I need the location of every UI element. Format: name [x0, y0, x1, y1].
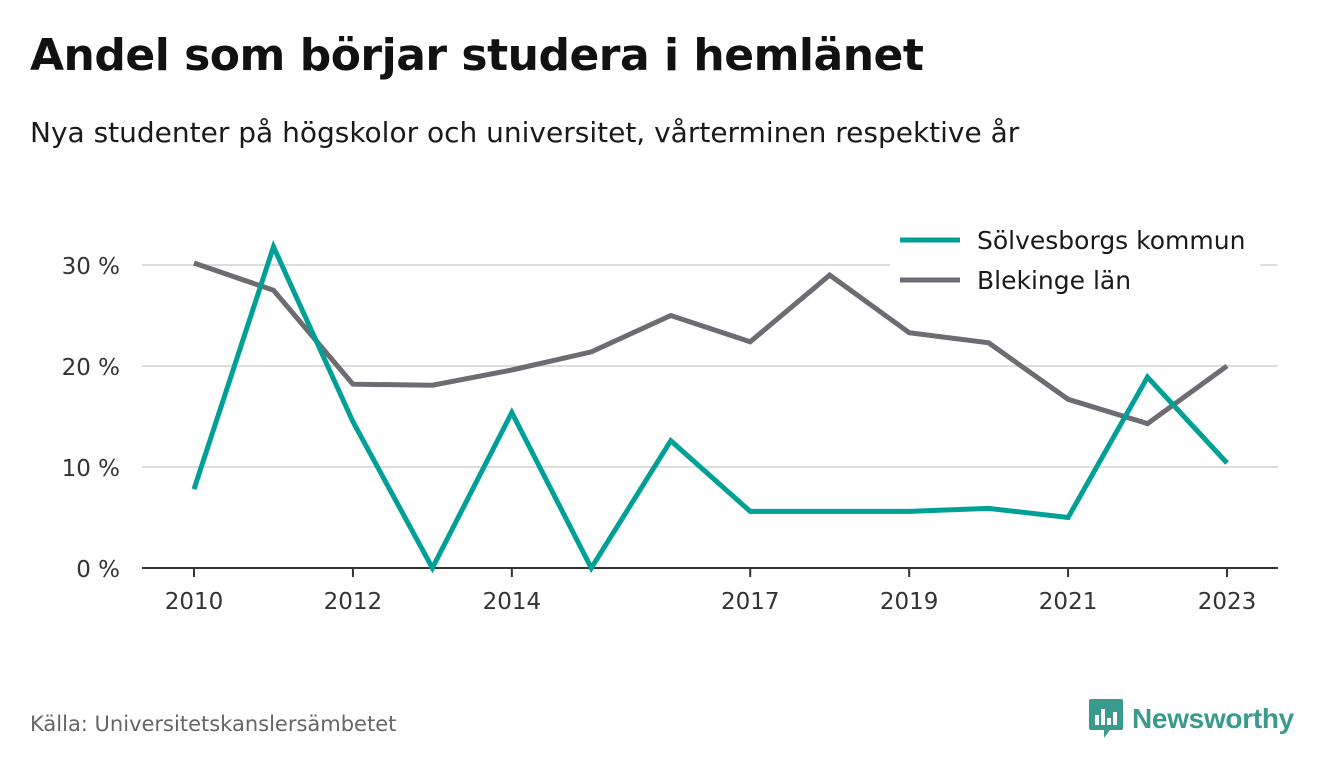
y-tick-label: 20 % — [62, 355, 120, 381]
y-tick-label: 0 % — [76, 557, 120, 583]
series-line-blekinge — [193, 260, 1229, 427]
chart-title: Andel som börjar studera i hemlänet — [30, 30, 924, 81]
x-tick-label: 2014 — [483, 589, 542, 615]
x-tick-label: 2012 — [324, 589, 383, 615]
x-tick-label: 2010 — [165, 589, 224, 615]
newsworthy-logo-icon — [1089, 699, 1123, 738]
x-tick-label: 2017 — [721, 589, 780, 615]
legend-label-solvesborg: Sölvesborgs kommun — [977, 226, 1245, 255]
legend-background — [890, 222, 1260, 302]
brand-name: Newsworthy — [1132, 703, 1294, 734]
axes: 0 % 10 % 20 % 30 % 2010 2012 2014 2017 2019 2021 2… — [62, 254, 1278, 615]
source-note: Källa: Universitetskanslersämbetet — [30, 712, 397, 736]
y-tick-label: 10 % — [62, 456, 120, 482]
x-tick-label: 2021 — [1039, 589, 1098, 615]
x-tick-label: 2019 — [880, 589, 939, 615]
newsworthy-logo: Newsworthy — [1088, 697, 1294, 741]
legend-label-blekinge: Blekinge län — [977, 266, 1131, 295]
series-line-solvesborg — [191, 239, 1229, 574]
chart-subtitle: Nya studenter på högskolor och universit… — [30, 116, 1020, 149]
series-lines — [191, 239, 1229, 574]
legend: Sölvesborgs kommun Blekinge län — [890, 222, 1260, 302]
y-tick-label: 30 % — [62, 254, 120, 280]
x-tick-label: 2023 — [1198, 589, 1257, 615]
